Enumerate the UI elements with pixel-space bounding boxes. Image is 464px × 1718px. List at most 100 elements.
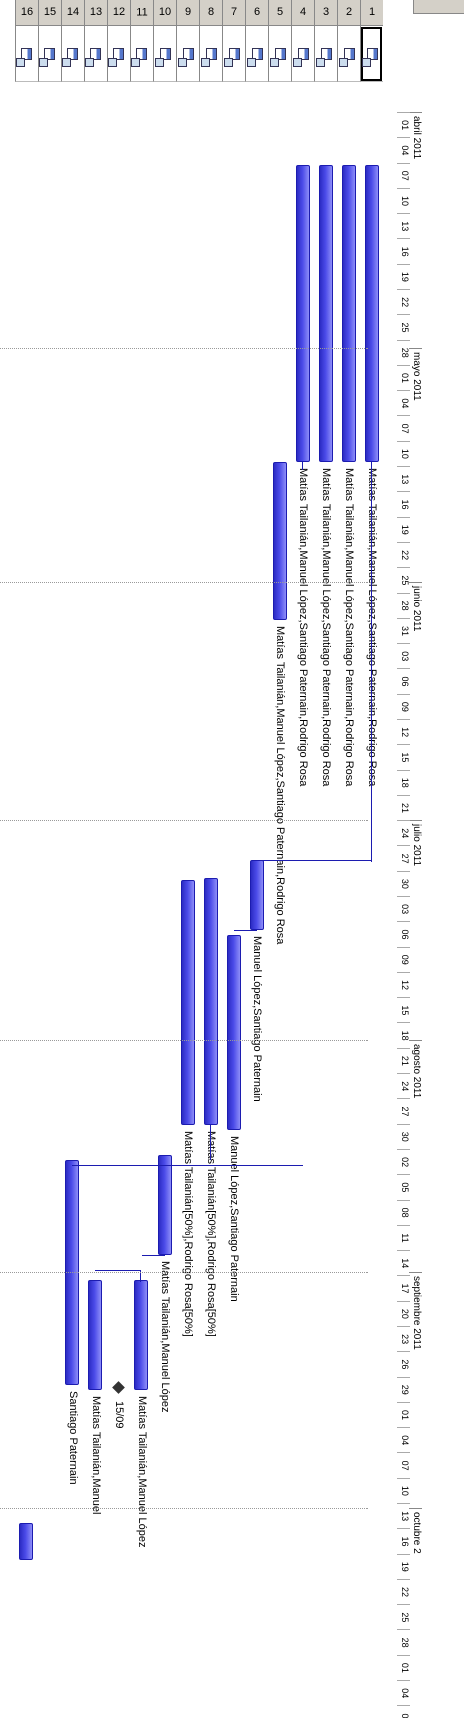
row-number-cell[interactable]: 10 [153, 0, 177, 26]
row-indicator-cell[interactable] [60, 26, 84, 82]
note-indicator-icon [108, 57, 118, 67]
day-label: 27 [397, 845, 410, 871]
day-label: 07 [397, 1452, 410, 1478]
row-number: 4 [300, 6, 307, 19]
task-bar[interactable] [226, 935, 241, 1130]
day-label: 15 [397, 744, 410, 770]
row-number-cell[interactable]: 4 [291, 0, 315, 26]
month-label: mayo 2011 [409, 348, 422, 582]
row-number-cell[interactable]: 2 [337, 0, 361, 26]
task-bar[interactable] [157, 1155, 172, 1255]
row-number: 7 [231, 6, 238, 19]
day-label: 10 [397, 187, 410, 214]
day-label: 24 [397, 1073, 410, 1099]
task-resource-label: Santiago Paternain [66, 1391, 79, 1485]
task-bar[interactable] [318, 165, 333, 462]
row-number-cell[interactable]: 16 [14, 0, 38, 26]
task-bar[interactable] [88, 1280, 103, 1390]
task-indicator-icon [223, 47, 240, 67]
month-label: abril 2011 [409, 112, 422, 348]
day-label: 04 [397, 137, 410, 163]
note-indicator-icon [292, 57, 302, 67]
row-indicator-cell[interactable] [176, 26, 200, 82]
day-label: 10 [397, 1477, 410, 1503]
day-label: 28 [397, 1629, 410, 1655]
row-number-cell[interactable]: 13 [83, 0, 107, 26]
task-indicator-icon [39, 47, 56, 67]
row-indicator-cell[interactable] [37, 26, 61, 82]
day-label: 09 [397, 693, 410, 719]
row-number-cell[interactable]: 11 [130, 0, 153, 26]
task-bar[interactable] [341, 165, 356, 462]
task-resource-label: Matías Tailanián,Manuel López,Santiago P… [297, 468, 310, 787]
dependency-link [371, 462, 372, 862]
row-number-cell[interactable]: 1 [360, 0, 384, 26]
day-label: 18 [397, 769, 410, 795]
day-label: 16 [397, 238, 410, 264]
dependency-link [72, 1165, 303, 1166]
task-bar[interactable] [203, 878, 218, 1125]
row-indicator-cell[interactable] [268, 26, 292, 82]
day-label: 25 [397, 567, 410, 593]
task-indicator-icon [177, 47, 194, 67]
task-resource-label: Matías Tailanián,Manuel López [136, 1396, 148, 1548]
task-indicator-icon [131, 47, 148, 67]
row-number-cell[interactable]: 7 [222, 0, 246, 26]
task-bar[interactable] [180, 880, 195, 1125]
day-label: 22 [397, 289, 410, 315]
day-label: 29 [397, 1376, 410, 1402]
row-number: 3 [323, 6, 330, 19]
task-indicator-icon [315, 47, 332, 67]
row-indicator-cell[interactable] [291, 26, 315, 82]
day-label: 08 [397, 1199, 410, 1225]
row-indicator-cell[interactable] [106, 26, 130, 82]
row-number-cell[interactable]: 14 [60, 0, 84, 26]
row-number-cell[interactable]: 5 [268, 0, 292, 26]
month-label: octubre 2 [409, 1508, 422, 1718]
row-indicator-cell[interactable] [337, 26, 361, 82]
day-label: 15 [397, 997, 410, 1023]
day-label: 26 [397, 1351, 410, 1377]
dependency-link [301, 462, 303, 470]
task-indicator-icon [154, 47, 171, 67]
row-indicator-cell[interactable] [83, 26, 107, 82]
note-indicator-icon [338, 57, 348, 67]
row-indicator-cell[interactable] [153, 26, 177, 82]
task-bar[interactable] [365, 165, 379, 462]
dependency-link [141, 1255, 165, 1256]
row-indicator-cell[interactable] [360, 26, 384, 82]
day-label: 04 [397, 1427, 410, 1453]
row-indicator-cell[interactable] [314, 26, 338, 82]
day-label: 01 [397, 112, 410, 138]
task-resource-label: Matías Tailanián[50%],Rodrigo Rosa[50%] [182, 1131, 195, 1337]
task-indicator-icon [16, 47, 33, 67]
task-bar[interactable] [134, 1280, 149, 1390]
row-indicator-cell[interactable] [14, 26, 38, 82]
note-indicator-icon [200, 57, 210, 67]
task-bar[interactable] [249, 860, 264, 930]
day-label: 22 [397, 1578, 410, 1605]
task-resource-label: Matías Tailanián,Manuel López,Santiago P… [343, 468, 356, 787]
row-number-cell[interactable]: 6 [245, 0, 269, 26]
task-bar[interactable] [272, 462, 287, 620]
row-number-cell[interactable]: 8 [199, 0, 223, 26]
row-number-cell[interactable]: 12 [106, 0, 130, 26]
day-label: 13 [397, 1503, 410, 1529]
row-number-cell[interactable]: 3 [314, 0, 338, 26]
day-label: 04 [397, 1680, 410, 1706]
row-number-cell[interactable]: 9 [176, 0, 200, 26]
day-label: 18 [397, 1022, 410, 1048]
day-label: 13 [397, 213, 410, 239]
row-number-cell[interactable]: 15 [37, 0, 61, 26]
note-indicator-icon [269, 57, 279, 67]
row-number: 5 [277, 6, 284, 19]
task-bar[interactable] [19, 1523, 34, 1560]
task-bar[interactable] [295, 165, 310, 462]
task-indicator-icon [62, 47, 79, 67]
row-indicator-cell[interactable] [199, 26, 223, 82]
row-indicator-cell[interactable] [130, 26, 153, 82]
day-label: 04 [397, 390, 410, 416]
row-indicator-cell[interactable] [245, 26, 269, 82]
dependency-link [233, 930, 257, 931]
row-indicator-cell[interactable] [222, 26, 246, 82]
